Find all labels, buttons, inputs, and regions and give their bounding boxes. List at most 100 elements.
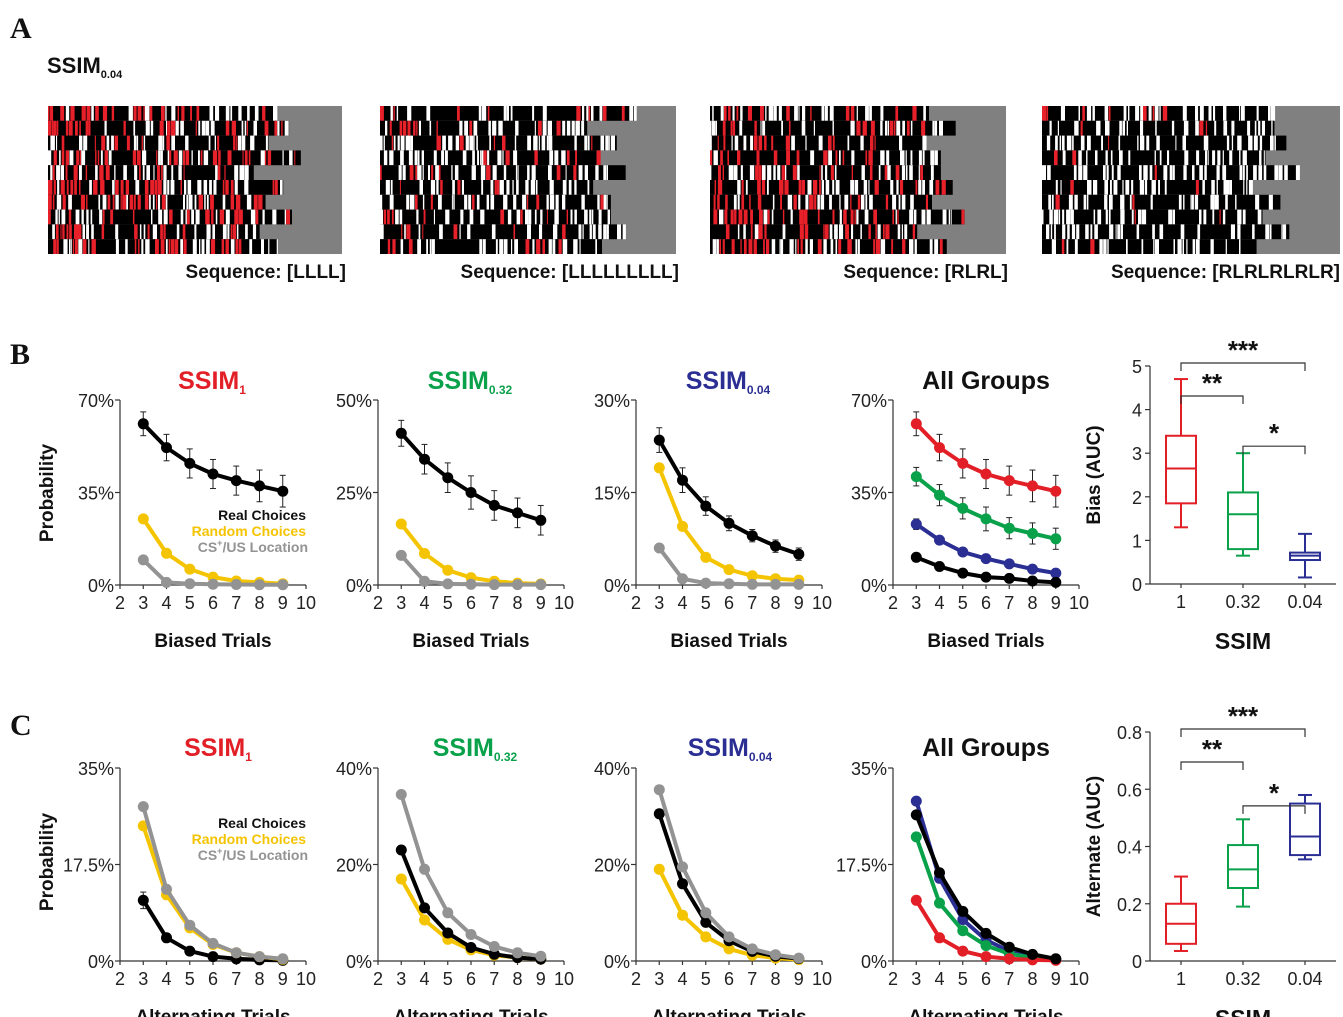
raster-tick bbox=[430, 194, 433, 210]
raster-tick bbox=[48, 194, 52, 210]
raster-tick bbox=[914, 239, 917, 254]
raster-tick bbox=[389, 194, 394, 210]
raster-tick bbox=[839, 224, 844, 240]
raster-tick bbox=[1066, 209, 1071, 225]
raster-tick bbox=[851, 224, 854, 240]
raster-tick bbox=[527, 224, 531, 240]
raster-tick bbox=[900, 150, 905, 166]
raster-tick bbox=[133, 106, 137, 121]
raster-tick bbox=[1159, 150, 1162, 166]
raster-tick bbox=[1196, 150, 1200, 166]
raster-tick bbox=[1104, 194, 1108, 210]
raster-tick bbox=[1051, 239, 1056, 254]
raster-tick bbox=[839, 209, 842, 225]
series-ssim-0-04-point bbox=[1050, 567, 1062, 579]
series-cs-us-location-point bbox=[700, 577, 712, 589]
x-tick-label: 10 bbox=[1069, 969, 1089, 989]
raster-tick bbox=[184, 180, 187, 195]
raster-tick bbox=[1105, 150, 1108, 166]
raster-tick bbox=[171, 239, 174, 254]
raster-tick bbox=[857, 194, 861, 210]
raster-tick bbox=[541, 135, 546, 151]
raster-tick bbox=[582, 106, 585, 121]
x-tick-label: 9 bbox=[1051, 593, 1061, 613]
title-b3: SSIM0.04 bbox=[686, 367, 771, 397]
raster-tick bbox=[934, 150, 938, 166]
raster-tick bbox=[423, 209, 426, 225]
significance-bracket bbox=[1180, 362, 1306, 371]
raster-tick bbox=[579, 239, 581, 254]
raster-tick bbox=[772, 194, 775, 210]
raster-tick bbox=[1140, 106, 1143, 121]
series-cs-us-location-point bbox=[161, 883, 172, 895]
raster-tick bbox=[48, 180, 53, 195]
raster-tick bbox=[562, 120, 566, 136]
raster-tick bbox=[167, 180, 170, 195]
x-tick-label: 7 bbox=[489, 969, 499, 989]
raster-tick bbox=[238, 239, 242, 254]
x-tick-label: 5 bbox=[443, 593, 453, 613]
raster-tick bbox=[168, 239, 171, 254]
raster-tick bbox=[55, 224, 59, 240]
raster-tick bbox=[901, 224, 903, 240]
raster-tick bbox=[546, 209, 548, 225]
series-real-choices-line bbox=[657, 439, 800, 557]
raster-tick bbox=[1177, 239, 1182, 254]
raster-tick bbox=[810, 150, 815, 166]
x-tick-label: 10 bbox=[812, 969, 832, 989]
raster-tick bbox=[222, 180, 225, 195]
raster-tick bbox=[280, 180, 283, 195]
x-tick-label: 10 bbox=[554, 969, 574, 989]
raster-tick bbox=[86, 209, 89, 225]
raster-tick bbox=[483, 150, 487, 166]
series-cs-us-location-point bbox=[746, 578, 758, 590]
raster-tick bbox=[53, 180, 56, 195]
y-tick-label: 25% bbox=[336, 484, 372, 504]
x-tick-label: 0.32 bbox=[1225, 592, 1260, 612]
series-random-choices-point bbox=[653, 863, 665, 875]
raster-tick bbox=[134, 239, 137, 254]
raster-tick bbox=[1207, 150, 1209, 166]
raster-tick bbox=[99, 165, 104, 180]
raster-tick bbox=[1191, 194, 1194, 210]
raster-tick bbox=[588, 106, 591, 121]
series-real-choices-point bbox=[957, 905, 969, 917]
legend-c-cs-main: CS bbox=[198, 847, 217, 863]
raster-tick bbox=[237, 135, 242, 151]
raster-tick bbox=[490, 194, 495, 210]
y-tick-label: 1 bbox=[1132, 531, 1142, 551]
raster-tick bbox=[426, 239, 428, 254]
raster-tick bbox=[503, 239, 508, 254]
raster-tick bbox=[60, 180, 65, 195]
raster-tick bbox=[274, 120, 278, 136]
raster-tick bbox=[835, 180, 840, 195]
raster-tick bbox=[535, 180, 538, 195]
raster-tick bbox=[536, 239, 541, 254]
raster-tick bbox=[1108, 209, 1111, 225]
legend-b-real: Real Choices bbox=[218, 507, 306, 523]
x-tick-label: 7 bbox=[1004, 593, 1014, 613]
raster-tick bbox=[105, 165, 110, 180]
raster-tick bbox=[728, 106, 731, 121]
series-real-choices-point bbox=[488, 499, 500, 511]
legend-b: Real Choices Random Choices CS+/US Locat… bbox=[192, 507, 308, 555]
y-tick-label: 0% bbox=[88, 576, 114, 596]
raster-tick bbox=[61, 135, 65, 151]
raster-tick bbox=[629, 106, 633, 121]
raster-tick bbox=[895, 106, 899, 121]
raster-tick bbox=[247, 106, 250, 121]
raster-tick bbox=[1199, 106, 1204, 121]
raster-tick bbox=[875, 224, 877, 240]
raster-tick bbox=[760, 120, 762, 136]
raster-tick bbox=[431, 165, 434, 180]
raster-tick bbox=[415, 165, 417, 180]
raster-tick bbox=[599, 106, 603, 121]
raster-2-row bbox=[380, 150, 600, 166]
chart-c5: 00.20.40.60.810.320.04SSIMAlternate (AUC… bbox=[1084, 701, 1336, 1017]
series-ssim-0-04-point bbox=[934, 534, 945, 546]
series-real-choices-point bbox=[793, 548, 805, 560]
raster-tick bbox=[120, 194, 122, 210]
raster-tick bbox=[1053, 209, 1059, 225]
raster-tick bbox=[1134, 209, 1136, 225]
raster-tick bbox=[533, 135, 538, 151]
